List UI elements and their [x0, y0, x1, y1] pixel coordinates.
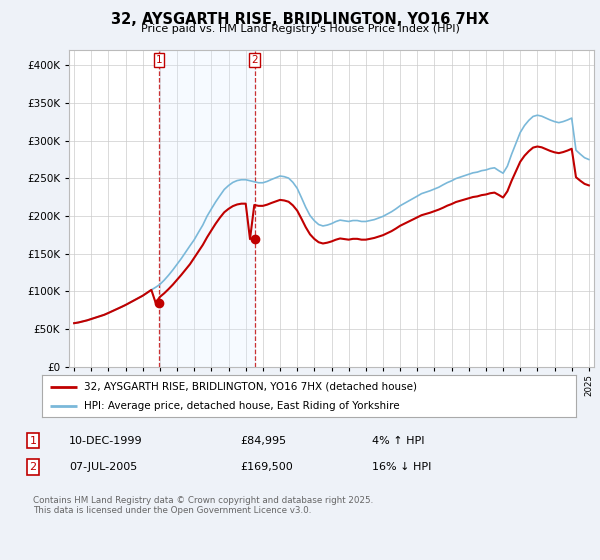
Text: 2: 2 [29, 462, 37, 472]
Text: 32, AYSGARTH RISE, BRIDLINGTON, YO16 7HX: 32, AYSGARTH RISE, BRIDLINGTON, YO16 7HX [111, 12, 489, 27]
Text: Contains HM Land Registry data © Crown copyright and database right 2025.
This d: Contains HM Land Registry data © Crown c… [33, 496, 373, 515]
Text: 10-DEC-1999: 10-DEC-1999 [69, 436, 143, 446]
Text: 16% ↓ HPI: 16% ↓ HPI [372, 462, 431, 472]
Text: 2: 2 [251, 55, 258, 65]
Text: HPI: Average price, detached house, East Riding of Yorkshire: HPI: Average price, detached house, East… [83, 401, 399, 411]
Text: £84,995: £84,995 [240, 436, 286, 446]
Text: Price paid vs. HM Land Registry's House Price Index (HPI): Price paid vs. HM Land Registry's House … [140, 24, 460, 34]
Bar [159, 50, 254, 367]
Text: £169,500: £169,500 [240, 462, 293, 472]
Text: 07-JUL-2005: 07-JUL-2005 [69, 462, 137, 472]
Text: 1: 1 [155, 55, 162, 65]
Text: 1: 1 [29, 436, 37, 446]
Text: 4% ↑ HPI: 4% ↑ HPI [372, 436, 425, 446]
Text: 32, AYSGARTH RISE, BRIDLINGTON, YO16 7HX (detached house): 32, AYSGARTH RISE, BRIDLINGTON, YO16 7HX… [83, 381, 416, 391]
